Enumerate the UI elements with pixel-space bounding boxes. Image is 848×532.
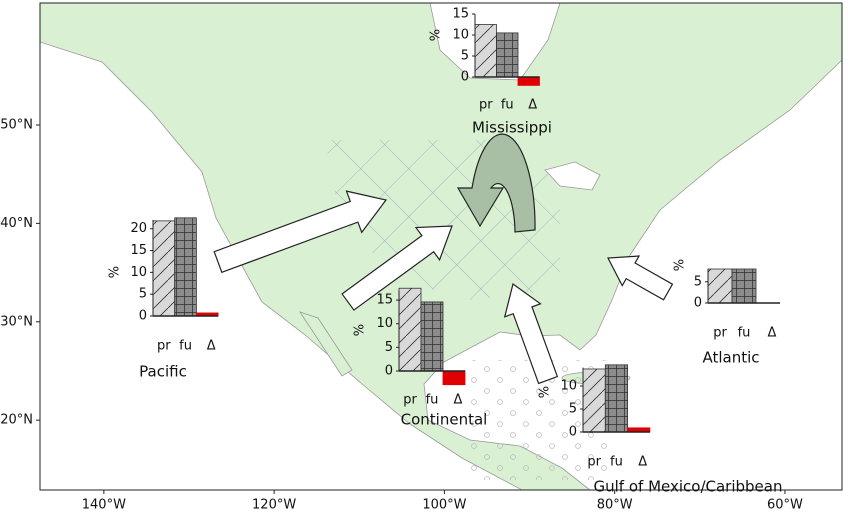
category-label: pr: [403, 393, 417, 408]
y-tick-label: 5: [569, 402, 577, 417]
category-label: pr: [713, 326, 727, 341]
category-label: Δ: [528, 98, 537, 113]
category-label: fu: [738, 326, 751, 341]
y-axis-label: %: [353, 324, 368, 336]
x-tick-label: 100°W: [422, 498, 466, 513]
y-tick-label: 10: [376, 316, 393, 331]
flow-arrow: [607, 255, 674, 301]
category-label: pr: [479, 98, 493, 113]
bar: [174, 217, 197, 317]
bar: [707, 268, 733, 304]
category-label: fu: [610, 455, 623, 470]
category-label: Δ: [768, 326, 777, 341]
y-tick-label: 40°N: [0, 216, 33, 231]
category-label: Δ: [638, 455, 647, 470]
bar: [517, 76, 540, 86]
y-tick-label: 10: [560, 379, 577, 394]
x-tick-label: 80°W: [597, 498, 633, 513]
flow-arrow: [213, 190, 388, 274]
y-axis-label: %: [429, 29, 444, 41]
bar: [731, 268, 757, 304]
y-tick-label: 15: [130, 243, 147, 258]
region-title: Atlantic: [702, 349, 759, 367]
y-tick-label: 5: [694, 274, 702, 289]
y-tick-label: 20: [130, 221, 147, 236]
category-label: fu: [179, 339, 192, 354]
category-label: pr: [157, 339, 171, 354]
region-title: Pacific: [139, 363, 187, 381]
category-label: pr: [587, 455, 601, 470]
y-axis-label: %: [673, 259, 688, 271]
y-tick-label: 15: [376, 293, 393, 308]
region-title: Gulf of Mexico/Caribbean: [594, 478, 783, 496]
y-tick-label: 0: [139, 309, 147, 324]
y-tick-label: 5: [461, 49, 469, 64]
y-tick-label: 5: [139, 287, 147, 302]
flow-arrow: [503, 282, 559, 385]
y-axis-label: %: [108, 266, 123, 278]
region-title: Continental: [401, 411, 488, 429]
category-label: fu: [501, 98, 514, 113]
category-label: fu: [426, 393, 439, 408]
y-tick-label: 0: [385, 364, 393, 379]
bar: [442, 370, 466, 386]
bar: [152, 220, 176, 317]
curved-flow-arrow: [456, 133, 536, 233]
bar: [420, 301, 444, 372]
bar: [496, 32, 519, 78]
bar: [604, 364, 628, 433]
bar: [398, 287, 422, 372]
x-tick-label: 60°W: [767, 498, 803, 513]
region-title: Mississippi: [472, 119, 552, 137]
y-axis-label: %: [538, 386, 553, 398]
y-tick-label: 0: [569, 425, 577, 440]
y-tick-label: 20°N: [0, 413, 33, 428]
y-tick-label: 5: [385, 340, 393, 355]
y-tick-label: 30°N: [0, 314, 33, 329]
y-tick-label: 15: [452, 7, 469, 22]
x-tick-label: 140°W: [82, 498, 126, 513]
map-frame: [39, 2, 843, 491]
y-tick-label: 0: [461, 70, 469, 85]
y-tick-label: 0: [694, 296, 702, 311]
category-label: Δ: [454, 393, 463, 408]
flow-arrow: [341, 225, 453, 311]
y-tick-label: 10: [130, 265, 147, 280]
category-label: Δ: [207, 339, 216, 354]
bar: [474, 24, 497, 78]
x-tick-label: 120°W: [252, 498, 296, 513]
y-tick-label: 10: [452, 28, 469, 43]
y-tick-label: 50°N: [0, 117, 33, 132]
baja: [299, 311, 353, 377]
bar: [582, 368, 606, 433]
